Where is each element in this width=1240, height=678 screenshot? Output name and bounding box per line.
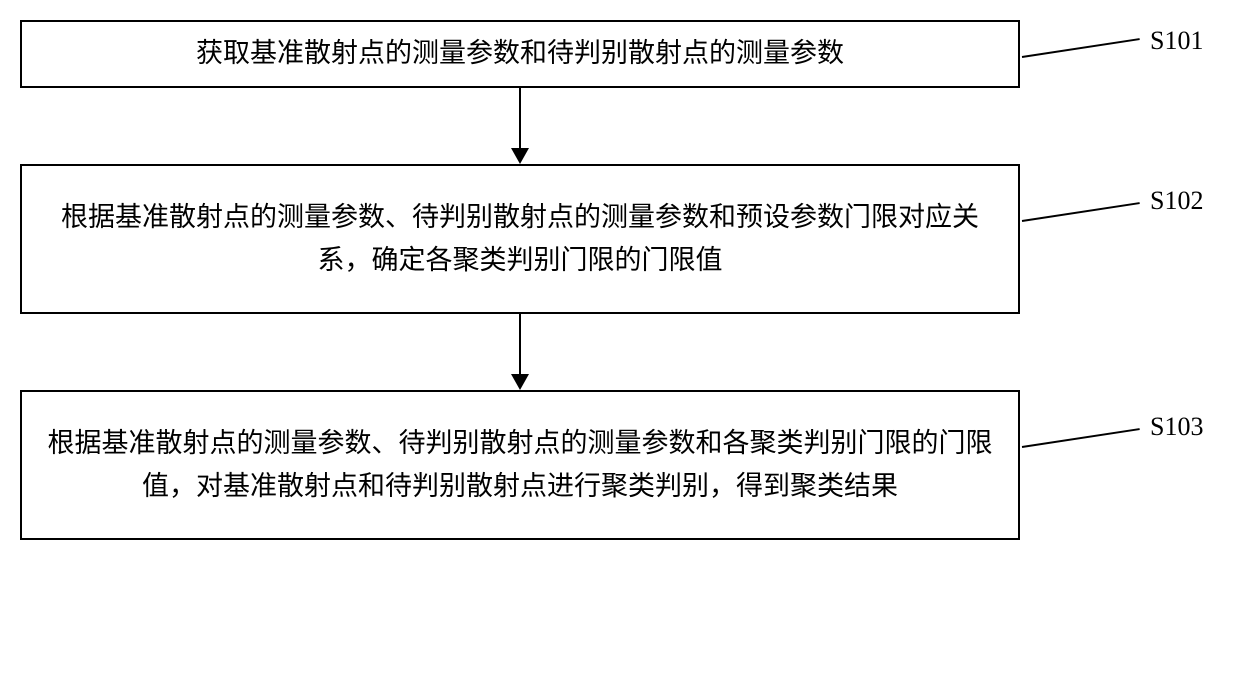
flow-text: 获取基准散射点的测量参数和待判别散射点的测量参数	[196, 32, 844, 75]
flow-step-s103: 根据基准散射点的测量参数、待判别散射点的测量参数和各聚类判别门限的门限值，对基准…	[20, 390, 1220, 540]
flow-step-s101: 获取基准散射点的测量参数和待判别散射点的测量参数 S101	[20, 20, 1220, 88]
arrow-head-icon	[511, 148, 529, 164]
arrow-head-icon	[511, 374, 529, 390]
flow-box: 根据基准散射点的测量参数、待判别散射点的测量参数和预设参数门限对应关系，确定各聚…	[20, 164, 1020, 314]
flow-box: 根据基准散射点的测量参数、待判别散射点的测量参数和各聚类判别门限的门限值，对基准…	[20, 390, 1020, 540]
flow-step-s102: 根据基准散射点的测量参数、待判别散射点的测量参数和预设参数门限对应关系，确定各聚…	[20, 164, 1220, 314]
step-label: S103	[1150, 412, 1203, 442]
arrow-line	[519, 314, 521, 374]
flowchart-container: 获取基准散射点的测量参数和待判别散射点的测量参数 S101 根据基准散射点的测量参数…	[20, 20, 1220, 540]
step-label: S102	[1150, 186, 1203, 216]
flow-box: 获取基准散射点的测量参数和待判别散射点的测量参数	[20, 20, 1020, 88]
arrow-line	[519, 88, 521, 148]
leader-line	[1022, 202, 1140, 222]
leader-line	[1022, 38, 1140, 58]
step-label: S101	[1150, 26, 1203, 56]
flow-text: 根据基准散射点的测量参数、待判别散射点的测量参数和各聚类判别门限的门限值，对基准…	[42, 422, 998, 508]
leader-line	[1022, 428, 1140, 448]
flow-text: 根据基准散射点的测量参数、待判别散射点的测量参数和预设参数门限对应关系，确定各聚…	[42, 196, 998, 282]
arrow-down	[510, 88, 530, 164]
arrow-down	[510, 314, 530, 390]
